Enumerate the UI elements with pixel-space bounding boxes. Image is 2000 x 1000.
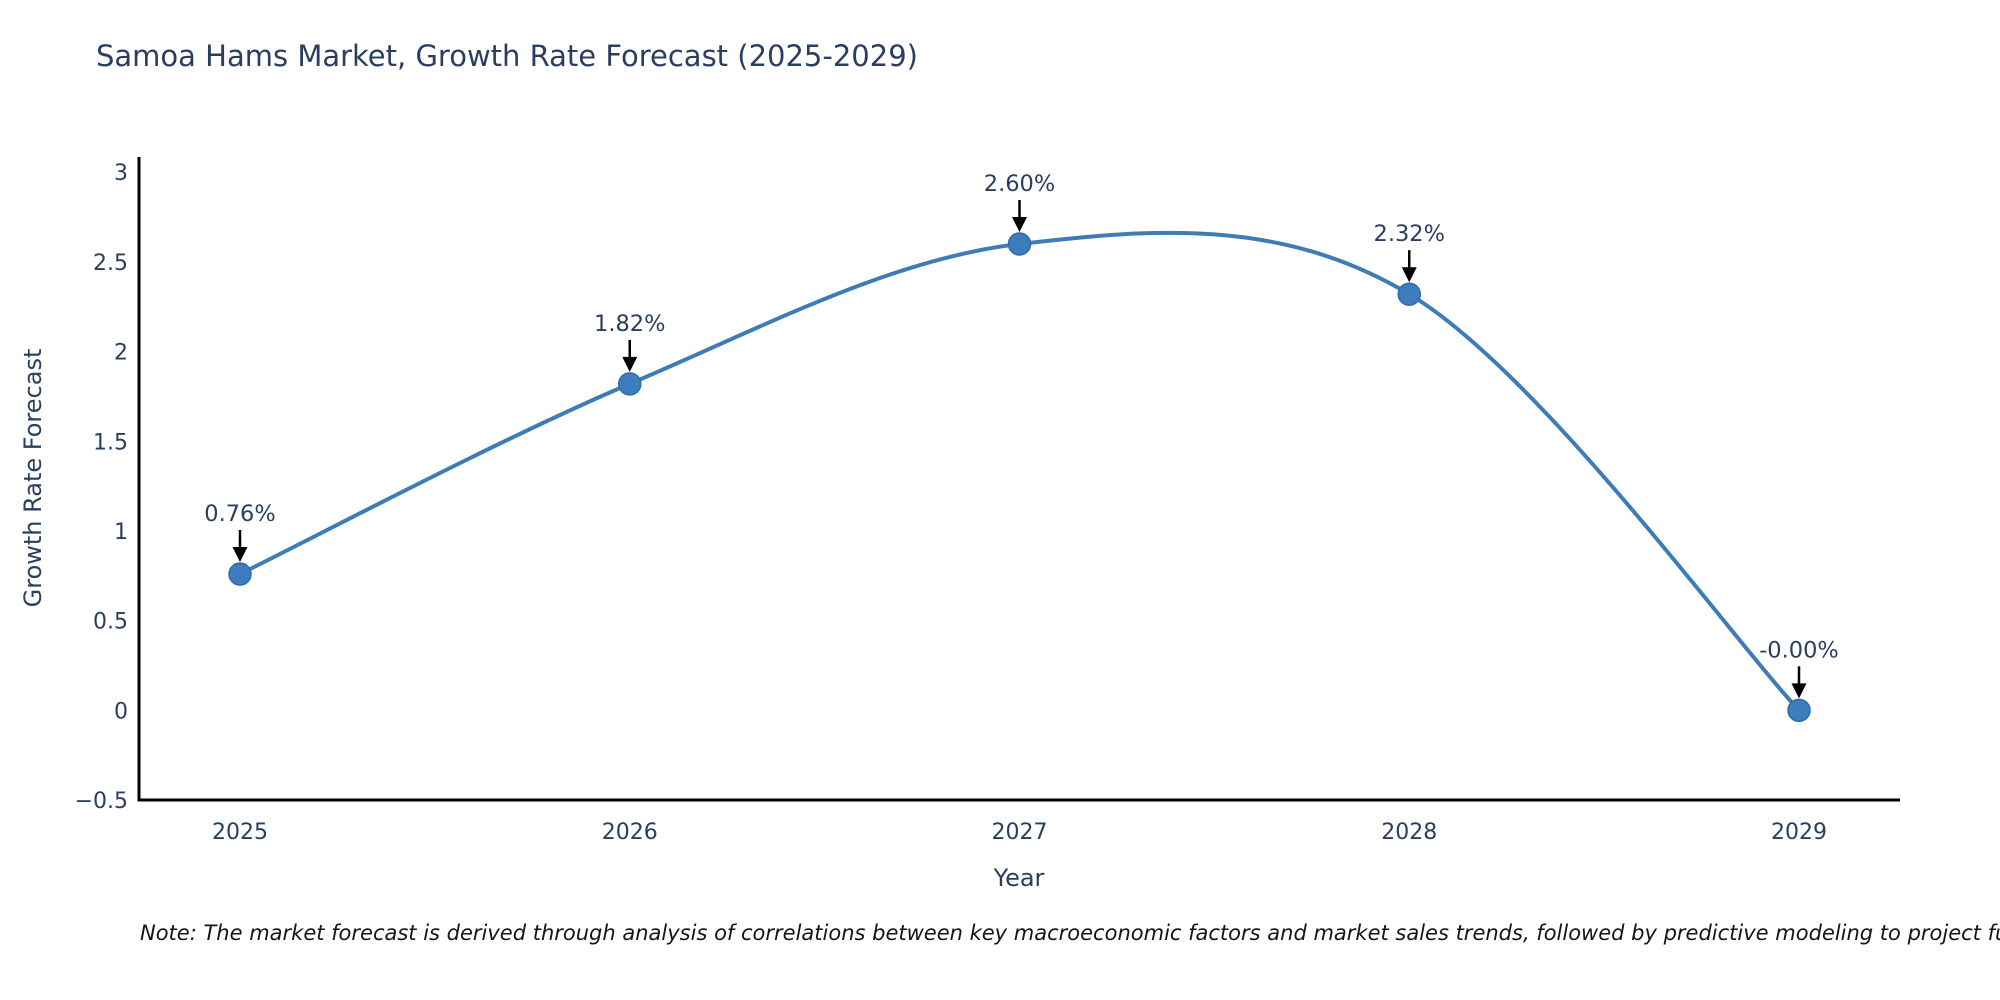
x-axis-title: Year <box>993 864 1045 892</box>
x-tick-label: 2028 <box>1381 820 1437 845</box>
point-annotation-label: 2.32% <box>1374 221 1445 247</box>
y-tick-label: 0 <box>114 699 128 724</box>
y-tick-label: 3 <box>114 161 128 186</box>
annotation-arrowhead-icon <box>1401 267 1417 283</box>
point-annotation: -0.00% <box>1759 637 1839 699</box>
data-point-2025[interactable] <box>228 562 252 586</box>
chart-title: Samoa Hams Market, Growth Rate Forecast … <box>96 39 918 73</box>
point-annotation: 1.82% <box>594 311 665 372</box>
point-annotation-label: 0.76% <box>204 501 275 527</box>
footnote: Note: The market forecast is derived thr… <box>140 921 2000 945</box>
y-tick-label: 0.5 <box>93 610 128 635</box>
data-point-2027[interactable] <box>1007 232 1032 256</box>
series-line <box>239 230 1801 712</box>
data-point-2029[interactable] <box>1787 698 1811 723</box>
y-tick-label: 1.5 <box>93 430 128 455</box>
y-tick-label: 1 <box>114 520 128 545</box>
annotation-arrowhead-icon <box>622 356 638 372</box>
point-annotation-label: -0.00% <box>1759 637 1839 663</box>
x-tick-label: 2025 <box>212 820 268 845</box>
point-annotation: 2.32% <box>1374 221 1445 283</box>
y-tick-label: 2 <box>114 341 128 366</box>
annotation-arrowhead-icon <box>1012 216 1027 232</box>
x-tick-label: 2027 <box>992 820 1048 845</box>
point-annotation-label: 1.82% <box>594 311 665 337</box>
x-tick-label: 2029 <box>1771 820 1827 845</box>
data-point-2028[interactable] <box>1397 282 1421 306</box>
point-annotation: 0.76% <box>204 501 276 563</box>
point-annotation: 2.60% <box>984 171 1055 232</box>
annotation-arrowhead-icon <box>232 547 248 563</box>
y-tick-label: −0.5 <box>75 789 128 814</box>
x-tick-label: 2026 <box>602 820 658 845</box>
annotation-arrowhead-icon <box>1791 683 1807 699</box>
y-axis-title: Growth Rate Forecast <box>19 349 47 608</box>
plot-area: −0.5 0 0.5 1 1.5 2 2.5 3 2025 2026 2027 2028 2029 0.7… <box>75 157 1900 845</box>
point-annotation-label: 2.60% <box>984 171 1055 197</box>
data-point-2026[interactable] <box>618 372 642 396</box>
y-tick-label: 2.5 <box>93 251 128 276</box>
